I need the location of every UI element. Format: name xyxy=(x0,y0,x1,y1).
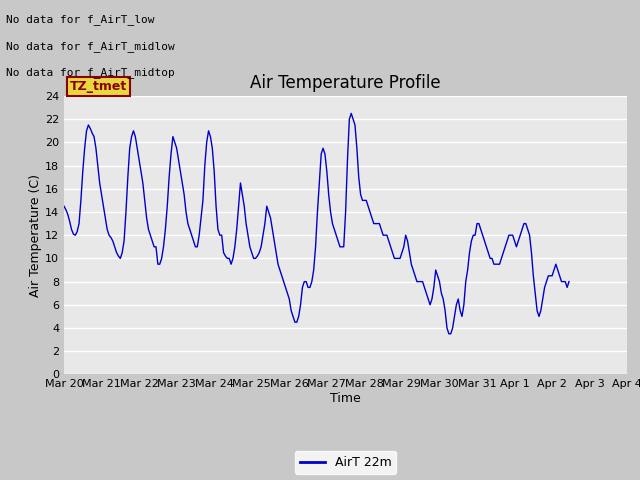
X-axis label: Time: Time xyxy=(330,392,361,405)
Legend: AirT 22m: AirT 22m xyxy=(295,451,396,474)
Title: Air Temperature Profile: Air Temperature Profile xyxy=(250,73,441,92)
Text: TZ_tmet: TZ_tmet xyxy=(70,80,127,93)
Text: No data for f_AirT_midlow: No data for f_AirT_midlow xyxy=(6,41,175,52)
Text: No data for f_AirT_midtop: No data for f_AirT_midtop xyxy=(6,67,175,78)
Y-axis label: Air Temperature (C): Air Temperature (C) xyxy=(29,174,42,297)
Text: No data for f_AirT_low: No data for f_AirT_low xyxy=(6,14,155,25)
